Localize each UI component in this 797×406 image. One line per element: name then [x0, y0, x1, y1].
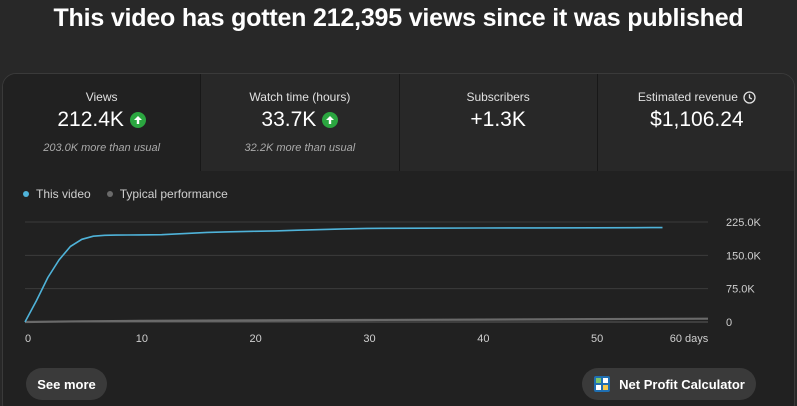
metric-value: 212.4K	[57, 108, 124, 131]
x-tick-label: 60 days	[670, 333, 709, 345]
legend-label: Typical performance	[119, 187, 228, 201]
metric-value: 33.7K	[261, 108, 317, 131]
x-tick-label: 50	[591, 333, 603, 345]
chart-legend: This video Typical performance	[23, 187, 228, 201]
metrics-row: Views 212.4K 203.0K more than usual Watc…	[3, 74, 794, 171]
series-line-typical	[24, 317, 709, 324]
analytics-card: Views 212.4K 203.0K more than usual Watc…	[2, 73, 795, 406]
legend-dot-icon	[106, 191, 113, 197]
metric-label: Subscribers	[466, 90, 530, 104]
x-tick-label: 20	[250, 333, 262, 345]
metric-subtext: 203.0K more than usual	[43, 142, 161, 154]
see-more-button[interactable]: See more	[26, 368, 107, 400]
button-label: Net Profit Calculator	[619, 376, 745, 392]
metric-subscribers[interactable]: Subscribers +1.3K	[399, 74, 598, 171]
y-tick-label: 75.0K	[726, 284, 755, 296]
net-profit-calculator-button[interactable]: Net Profit Calculator	[582, 368, 756, 400]
legend-dot-icon	[23, 191, 29, 197]
clock-icon	[743, 90, 756, 104]
trend-up-icon	[322, 112, 339, 128]
page-headline: This video has gotten 212,395 views sinc…	[53, 4, 744, 32]
x-tick-label: 10	[136, 333, 148, 345]
metric-value: $1,106.24	[650, 108, 744, 131]
metric-estimated-revenue[interactable]: Estimated revenue $1,106.24	[597, 74, 794, 171]
calculator-icon	[593, 375, 611, 393]
x-tick-label: 0	[25, 333, 31, 345]
x-tick-label: 30	[363, 333, 375, 345]
metric-value: +1.3K	[470, 108, 526, 131]
y-tick-label: 150.0K	[726, 250, 762, 262]
trend-up-icon	[129, 112, 146, 128]
x-tick-label: 40	[477, 333, 489, 345]
y-tick-label: 0	[726, 317, 732, 329]
metric-label: Views	[85, 90, 118, 104]
legend-item-this-video[interactable]: This video	[23, 187, 91, 201]
metric-label: Estimated revenue	[637, 90, 738, 104]
metric-label: Watch time (hours)	[249, 90, 351, 104]
y-tick-label: 225.0K	[726, 217, 762, 229]
button-label: See more	[37, 376, 96, 392]
metric-subtext: 32.2K more than usual	[244, 142, 356, 154]
legend-label: This video	[36, 187, 91, 201]
views-chart[interactable]: 0 75.0K 150.0K 225.0K 0 10 20 30 40 50 60 days	[3, 74, 795, 364]
series-line-this-video	[24, 226, 663, 323]
legend-item-typical[interactable]: Typical performance	[106, 187, 228, 201]
metric-views[interactable]: Views 212.4K 203.0K more than usual	[3, 74, 202, 171]
metric-watch-time[interactable]: Watch time (hours) 33.7K 32.2K more than…	[201, 74, 400, 171]
